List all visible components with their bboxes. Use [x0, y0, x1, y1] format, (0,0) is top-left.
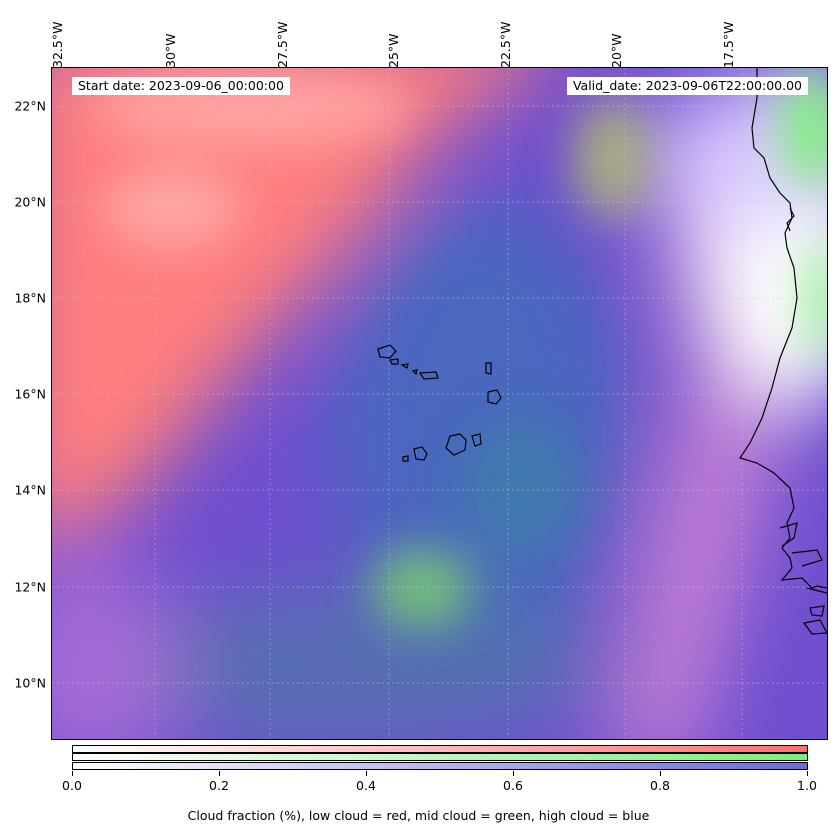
colorbar-label-0-4: 0.4: [356, 778, 376, 793]
lat-label-22n: 22°N: [14, 98, 46, 114]
africa-coastline: [739, 68, 827, 589]
colorbar-tick: [513, 771, 514, 776]
lat-label-10n: 10°N: [14, 675, 46, 691]
lat-label-18n: 18°N: [14, 290, 46, 306]
valid-date-label: Valid_date: 2023-09-06T22:00:00.00: [566, 77, 808, 95]
lon-label-27-5w: 27.5°W: [275, 21, 290, 68]
gridlines: [52, 68, 827, 739]
lon-label-17-5w: 17.5°W: [721, 21, 736, 68]
lat-label-14n: 14°N: [14, 482, 46, 498]
colorbar-tick: [72, 771, 73, 776]
lat-label-12n: 12°N: [14, 579, 46, 595]
lon-label-22-5w: 22.5°W: [498, 21, 513, 68]
colorbar-high-cloud: [72, 762, 808, 770]
cloud-fraction-map: [51, 67, 828, 740]
colorbar-tick: [807, 771, 808, 776]
colorbar-label-0: 0.0: [62, 778, 82, 793]
colorbar-label-0-6: 0.6: [503, 778, 523, 793]
colorbar-tick: [366, 771, 367, 776]
colorbar-label-1: 1.0: [797, 778, 817, 793]
colorbar-tick: [219, 771, 220, 776]
mid-cloud-patch: [372, 548, 472, 628]
lon-label-32-5w: 32.5°W: [50, 21, 65, 68]
start-date-label: Start date: 2023-09-06_00:00:00: [72, 77, 290, 95]
colorbar-low-cloud: [72, 745, 808, 753]
colorbar-tick: [660, 771, 661, 776]
lat-label-16n: 16°N: [14, 386, 46, 402]
lat-label-20n: 20°N: [14, 194, 46, 210]
lon-label-20w: 20°W: [609, 33, 624, 68]
colorbar-label-0-8: 0.8: [650, 778, 670, 793]
cape-verde-islands: [377, 344, 502, 462]
colorbar-caption: Cloud fraction (%), low cloud = red, mid…: [187, 808, 650, 823]
lon-label-25w: 25°W: [386, 33, 401, 68]
lon-label-30w: 30°W: [163, 33, 178, 68]
colorbar-mid-cloud: [72, 753, 808, 761]
colorbar-label-0-2: 0.2: [209, 778, 229, 793]
